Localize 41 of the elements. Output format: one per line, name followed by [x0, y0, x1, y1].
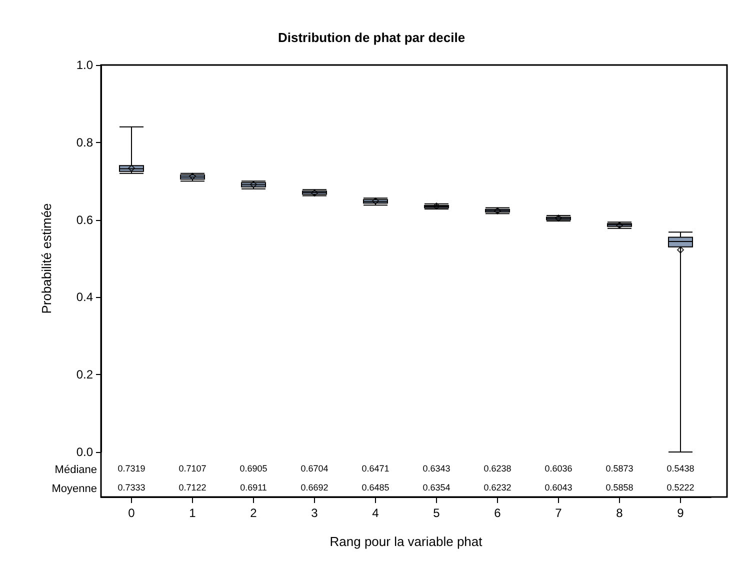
y-tick-label: 0.8 [76, 135, 94, 150]
text: 0.6036 [544, 464, 572, 474]
text: 0.6905 [240, 464, 268, 474]
x-tick-label: 4 [372, 506, 380, 520]
text: 0.6043 [544, 482, 572, 492]
text: 0.6911 [240, 482, 267, 492]
text: 0.6704 [300, 464, 328, 474]
x-tick-label: 6 [494, 506, 502, 520]
text: 0.6485 [362, 482, 390, 492]
text: 0.7107 [178, 464, 206, 474]
text: Médiane [54, 464, 97, 476]
text: 0.6343 [422, 464, 450, 474]
y-tick-label: 0.2 [76, 368, 94, 382]
chart-title: Distribution de phat par decile [278, 30, 466, 45]
text: 0.6238 [484, 464, 512, 474]
text: 0.5858 [606, 482, 634, 492]
x-tick-label: 9 [677, 506, 684, 520]
text: 0.7319 [118, 464, 146, 474]
x-tick-label: 2 [250, 506, 258, 520]
y-tick-label: 0.0 [76, 445, 94, 459]
y-tick-label: 0.4 [76, 290, 94, 304]
y-tick-label: 1.0 [76, 58, 94, 72]
x-tick-label: 0 [128, 506, 136, 520]
text: 0.6232 [484, 482, 512, 492]
x-tick-label: 1 [189, 506, 196, 520]
text: Moyenne [52, 483, 97, 495]
text: 0.7333 [118, 482, 146, 492]
y-axis-title: Probabilité estimée [39, 203, 54, 314]
x-tick-label: 7 [555, 506, 562, 520]
y-tick-label: 0.6 [76, 212, 94, 227]
x-tick-label: 5 [433, 506, 440, 520]
x-tick-label: 8 [616, 506, 624, 520]
x-axis-title: Rang pour la variable phat [330, 534, 483, 549]
x-tick-label: 3 [311, 506, 318, 520]
text: 0.6471 [362, 464, 390, 474]
text: 0.5873 [606, 464, 634, 474]
text: 0.6692 [300, 482, 328, 492]
text: 0.5222 [666, 482, 694, 492]
text: 0.7122 [178, 482, 206, 492]
text: 0.6354 [422, 482, 450, 492]
text: 0.5438 [666, 464, 694, 474]
